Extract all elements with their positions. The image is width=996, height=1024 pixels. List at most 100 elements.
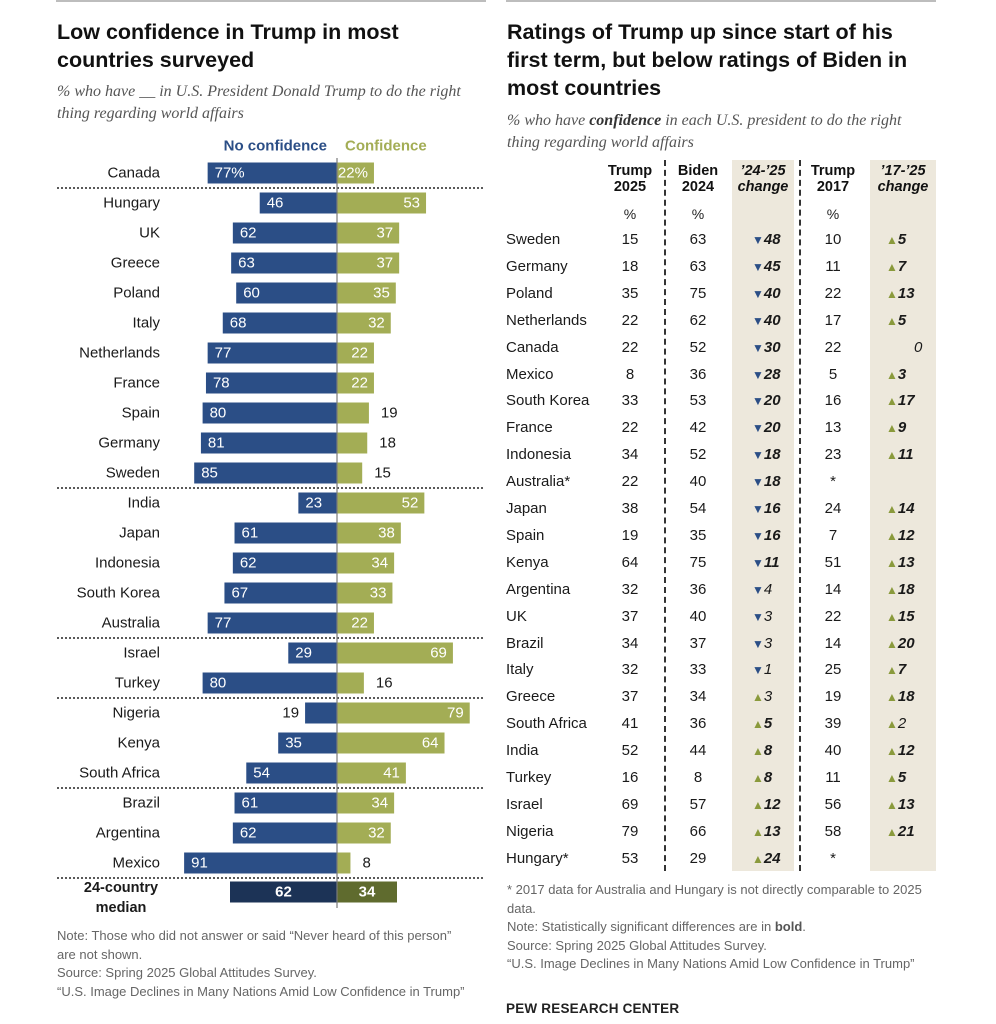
bar-confidence-india — [337, 492, 425, 514]
country-name: Hungary* — [506, 849, 569, 867]
change-value: 13 — [897, 553, 915, 571]
trump-2017-value: 40 — [824, 742, 842, 760]
bar-confidence-poland — [337, 282, 396, 304]
table-row: Netherlands 22 62 17 ▼40 ▲5 — [506, 307, 936, 334]
table-row: Greece 37 34 19 ▲3 ▲18 — [506, 683, 936, 710]
legend-no-confidence: No confidence — [224, 138, 327, 155]
change-value: 3 — [763, 688, 773, 706]
biden-2024-value: 8 — [693, 769, 703, 786]
triangle-up-icon: ▲ — [886, 313, 898, 328]
label-no-confidence-israel: 29 — [295, 645, 312, 662]
triangle-up-icon: ▲ — [752, 851, 764, 866]
bar-confidence-south-africa — [337, 762, 406, 784]
category-label-indonesia: Indonesia — [95, 555, 161, 572]
change-1725-cell: ▲15 — [886, 603, 946, 631]
change-2425-cell: ▲13 — [752, 818, 812, 846]
label-no-confidence-greece: 63 — [238, 255, 255, 272]
triangle-down-icon: ▼ — [752, 636, 764, 651]
trump-2017-value: 11 — [825, 257, 841, 275]
biden-2024-value: 57 — [689, 795, 707, 813]
label-no-confidence-spain: 80 — [210, 405, 227, 422]
biden-2024-value: 62 — [689, 311, 707, 329]
trump-2017-value: 17 — [824, 311, 842, 329]
bar-no-confidence-italy — [222, 312, 337, 334]
bar-confidence-turkey — [337, 672, 364, 694]
change-1725-cell: ▲21 — [886, 818, 946, 846]
table-row: Canada 22 52 22 ▼30 0 — [506, 334, 936, 361]
change-2425-cell: ▼20 — [752, 414, 812, 442]
trump-2017-value: * — [830, 473, 836, 491]
pew-logo-text: PEW RESEARCH CENTER — [506, 1001, 680, 1016]
bar-confidence-japan — [337, 522, 401, 544]
trump-2025-value: 15 — [621, 231, 639, 248]
change-value: 13 — [763, 822, 781, 840]
bar-no-confidence-japan — [234, 522, 337, 544]
subtitle-emphasis: confidence — [589, 112, 662, 129]
trump-2025-value: 22 — [621, 338, 639, 356]
bar-no-confidence-canada — [207, 162, 337, 184]
category-label-poland: Poland — [113, 285, 160, 302]
bar-confidence-australia — [337, 612, 374, 634]
change-value: 13 — [897, 284, 915, 302]
trump-2017-value: 14 — [824, 634, 842, 652]
trump-2017-value: 51 — [824, 553, 842, 571]
triangle-up-icon: ▲ — [886, 771, 898, 785]
biden-2024-value: 40 — [689, 607, 707, 625]
label-confidence-italy: 32 — [368, 315, 385, 332]
country-name: Germany — [506, 257, 568, 275]
change-value: 8 — [763, 742, 773, 760]
category-label-hungary: Hungary — [103, 195, 160, 212]
change-value: 0 — [914, 338, 923, 356]
biden-2024-value: 66 — [689, 822, 707, 840]
country-name: Brazil — [506, 634, 544, 652]
change-value: 13 — [897, 795, 915, 813]
triangle-down-icon: ▼ — [752, 555, 764, 570]
median-label-line2: median — [96, 900, 147, 916]
bar-confidence-greece — [337, 252, 400, 274]
median-label-no-confidence: 62 — [275, 884, 292, 901]
trump-2025-value: 22 — [621, 419, 639, 437]
change-1725-cell: ▲5 — [886, 226, 946, 254]
change-2425-cell: ▼40 — [752, 307, 812, 335]
triangle-up-icon: ▲ — [886, 555, 898, 570]
category-label-sweden: Sweden — [106, 465, 160, 482]
triangle-up-icon: ▲ — [752, 824, 764, 839]
triangle-up-icon: ▲ — [886, 394, 898, 409]
header-trump-2025: Trump 2025 — [607, 163, 653, 195]
biden-2024-value: 53 — [689, 392, 707, 410]
change-value: 11 — [897, 446, 914, 464]
triangle-down-icon: ▼ — [752, 259, 764, 274]
country-name: Italy — [506, 661, 534, 679]
change-value: 15 — [897, 607, 915, 625]
median-label-confidence: 34 — [359, 884, 376, 901]
table-row: Sweden 15 63 10 ▼48 ▲5 — [506, 226, 936, 253]
change-value: 4 — [763, 580, 773, 598]
biden-2024-value: 34 — [689, 688, 707, 706]
change-value: 3 — [763, 634, 773, 652]
change-value: 7 — [897, 257, 907, 275]
table-row: Israel 69 57 56 ▲12 ▲13 — [506, 791, 936, 818]
label-confidence-sweden: 15 — [374, 465, 391, 482]
change-value: 5 — [897, 311, 907, 329]
change-value: 18 — [763, 473, 781, 491]
change-2425-cell: ▼18 — [752, 468, 812, 496]
triangle-up-icon: ▲ — [886, 421, 898, 436]
label-no-confidence-france: 78 — [213, 375, 230, 392]
triangle-up-icon: ▲ — [752, 744, 764, 759]
biden-2024-value: 63 — [689, 231, 707, 248]
trump-2017-value: 23 — [824, 446, 842, 464]
change-1725-cell: ▲12 — [886, 737, 946, 765]
bar-no-confidence-australia — [207, 612, 337, 634]
label-confidence-south-africa: 41 — [383, 765, 400, 782]
bar-no-confidence-germany — [200, 432, 337, 454]
triangle-up-icon: ▲ — [886, 259, 898, 274]
column-divider-2 — [799, 160, 801, 871]
change-value: 18 — [897, 580, 915, 598]
label-confidence-canada: 22% — [338, 165, 368, 182]
change-2425-cell: ▼30 — [752, 334, 812, 362]
bar-no-confidence-netherlands — [207, 342, 337, 364]
change-1725-cell: ▲2 — [886, 710, 946, 738]
table-row: Italy 32 33 25 ▼1 ▲7 — [506, 656, 936, 683]
trump-2017-value: 5 — [828, 365, 838, 383]
trump-2025-value: 34 — [621, 446, 639, 464]
